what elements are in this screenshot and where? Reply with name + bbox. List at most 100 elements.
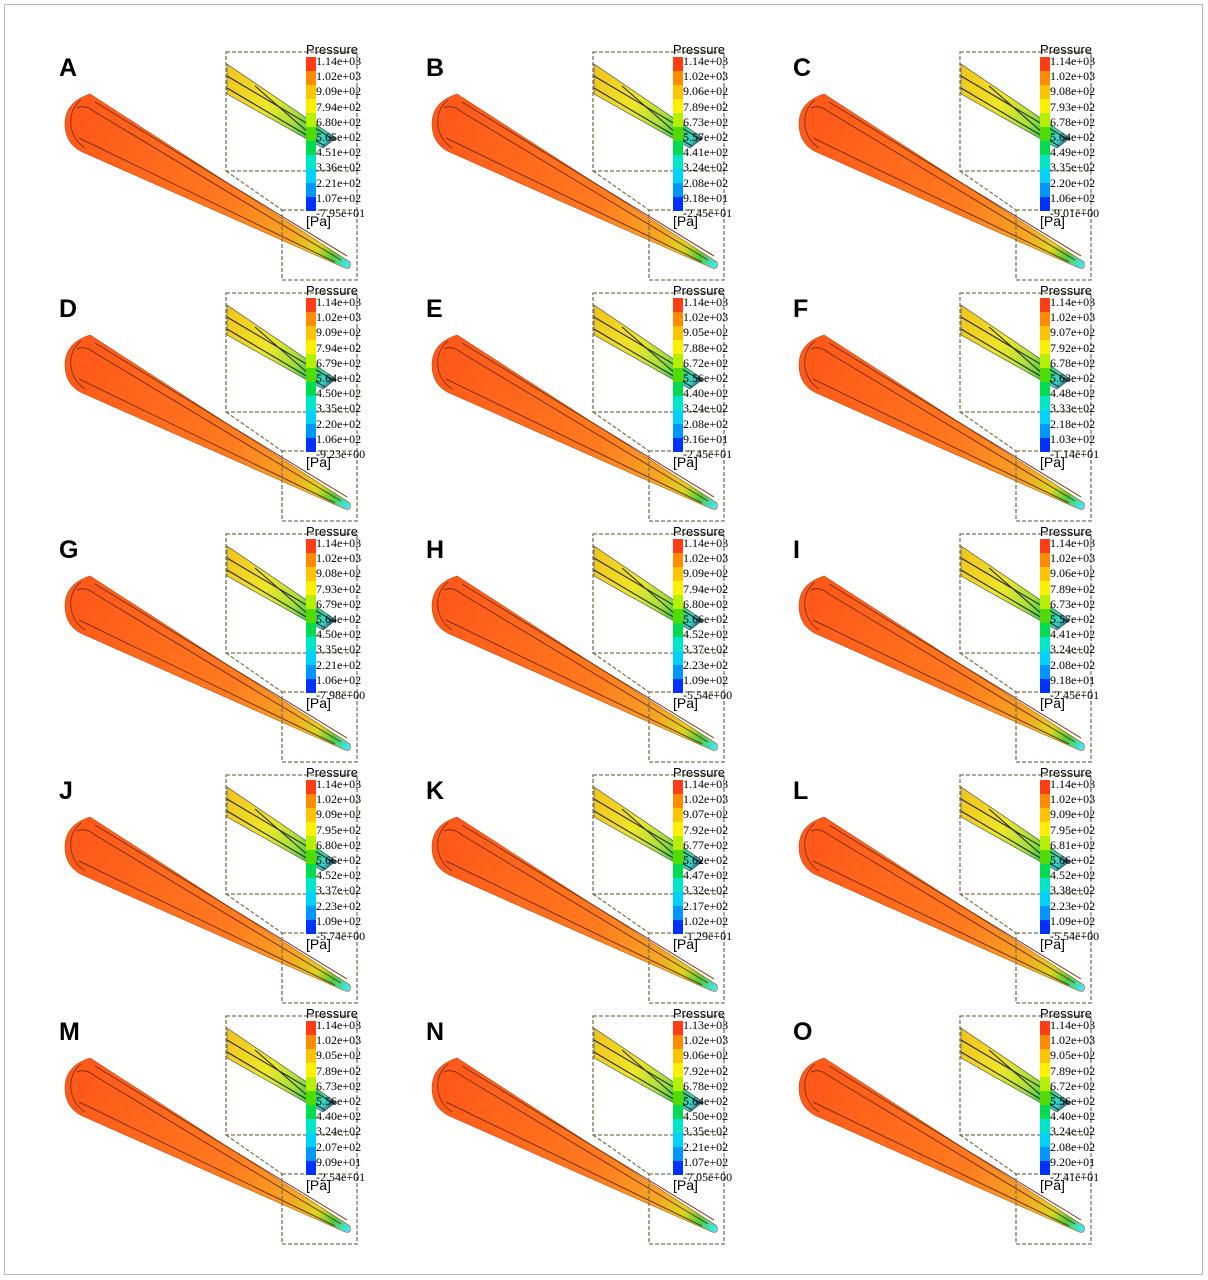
cone-body bbox=[64, 575, 351, 751]
legend-tick-label: 4.52e+02 bbox=[316, 868, 362, 883]
legend-swatch bbox=[306, 920, 316, 934]
legend-tick-label: 1.03e+02 bbox=[1050, 431, 1096, 446]
legend-tick-label: 7.94e+02 bbox=[683, 581, 729, 596]
legend-color-bar bbox=[673, 298, 683, 452]
legend-title: Pressure bbox=[1040, 283, 1093, 298]
legend-tick-label: 5.64e+02 bbox=[316, 370, 362, 385]
legend-tick-label: 2.08e+02 bbox=[683, 416, 729, 431]
zoom-inset-frame bbox=[959, 292, 1092, 413]
tube-line-2 bbox=[812, 619, 1070, 745]
legend-tick-labels: 1.14e+03 1.02e+03 9.05e+02 7.89e+02 6.73e+02… bbox=[316, 1018, 365, 1185]
legend-tick-label: 7.95e+02 bbox=[316, 822, 362, 837]
tube-line-1 bbox=[443, 829, 709, 984]
pressure-legend: Pressure 1.14e+03 1.02e+03 9.09e+02 7.94e+02… bbox=[306, 283, 386, 483]
legend-tick-label: -5.54e+00 bbox=[683, 687, 733, 702]
zoom-inset-frame bbox=[592, 774, 725, 895]
cone-end-cap bbox=[804, 340, 820, 390]
legend-title: Pressure bbox=[306, 765, 359, 780]
legend-swatch bbox=[1040, 906, 1050, 920]
legend-swatch bbox=[306, 581, 316, 595]
legend-swatch bbox=[306, 438, 316, 452]
legend-swatch bbox=[1040, 1049, 1050, 1063]
legend-color-bar bbox=[1040, 57, 1050, 211]
legend-tick-label: -7.05e+00 bbox=[683, 1169, 733, 1184]
zoom-inset-frame bbox=[592, 292, 725, 413]
legend-swatch bbox=[673, 169, 683, 183]
legend-tick-label: 4.52e+02 bbox=[683, 627, 729, 642]
panel-letter: L bbox=[793, 777, 809, 805]
legend-tick-labels: 1.14e+03 1.02e+03 9.09e+02 7.95e+02 6.81e+02… bbox=[1050, 777, 1099, 944]
legend-unit: [Pa] bbox=[673, 213, 698, 229]
legend-title: Pressure bbox=[673, 1006, 726, 1021]
zoom-region-frame bbox=[648, 691, 725, 763]
legend-swatch bbox=[306, 595, 316, 609]
zoom-region-frame bbox=[648, 450, 725, 522]
legend-tick-label: 4.52e+02 bbox=[1050, 868, 1096, 883]
legend-tick-label: 7.94e+02 bbox=[316, 340, 362, 355]
legend-swatch bbox=[1040, 822, 1050, 836]
legend-swatch bbox=[1040, 1119, 1050, 1133]
legend-swatch bbox=[306, 623, 316, 637]
legend-tick-label: -7.98e+00 bbox=[316, 687, 366, 702]
panel-letter: I bbox=[793, 536, 800, 564]
zoom-inset-frame bbox=[592, 533, 725, 654]
legend-swatch bbox=[673, 410, 683, 424]
legend-tick-label: 7.93e+02 bbox=[316, 581, 362, 596]
legend-tick-label: 6.79e+02 bbox=[316, 596, 362, 611]
legend-swatch bbox=[306, 85, 316, 99]
legend-tick-label: -2.45e+01 bbox=[1050, 687, 1100, 702]
zoom-leader-line bbox=[959, 1134, 1017, 1175]
cone-body bbox=[64, 1057, 351, 1233]
zoom-inset-frame bbox=[225, 292, 358, 413]
legend-tick-label: 4.41e+02 bbox=[683, 145, 729, 160]
legend-tick-label: 1.14e+03 bbox=[683, 536, 729, 550]
legend-swatch bbox=[306, 794, 316, 808]
zoom-leader-line bbox=[959, 652, 1017, 693]
legend-tick-label: 6.80e+02 bbox=[683, 596, 729, 611]
zoom-inset-frame bbox=[959, 1015, 1092, 1136]
legend-swatch bbox=[673, 623, 683, 637]
tube-line-2 bbox=[445, 619, 703, 745]
legend-tick-label: 1.02e+03 bbox=[683, 69, 729, 84]
legend-title: Pressure bbox=[673, 524, 726, 539]
tube-line-1 bbox=[810, 829, 1076, 984]
zoom-region-frame bbox=[1015, 1173, 1092, 1245]
legend-swatch bbox=[673, 57, 683, 71]
legend-tick-label: 1.14e+03 bbox=[1050, 1018, 1096, 1032]
tube-line-1 bbox=[443, 588, 709, 743]
tube-line-1 bbox=[443, 106, 709, 261]
legend-swatch bbox=[1040, 368, 1050, 382]
legend-tick-label: 5.64e+02 bbox=[683, 1093, 729, 1108]
cone-end-cap bbox=[437, 1063, 453, 1113]
legend-swatch bbox=[673, 581, 683, 595]
legend-tick-label: 1.14e+03 bbox=[683, 54, 729, 68]
legend-tick-label: 1.13e+03 bbox=[683, 1018, 729, 1032]
legend-tick-label: -5.74e+00 bbox=[316, 928, 366, 943]
legend-tick-label: 2.23e+02 bbox=[683, 657, 729, 672]
legend-swatch bbox=[1040, 382, 1050, 396]
legend-swatch bbox=[1040, 71, 1050, 85]
legend-swatch bbox=[1040, 410, 1050, 424]
legend-title: Pressure bbox=[1040, 42, 1093, 57]
legend-tick-labels: 1.14e+03 1.02e+03 9.09e+02 7.94e+02 6.79e+02… bbox=[316, 295, 365, 462]
pressure-legend: Pressure 1.14e+03 1.02e+03 9.09e+02 7.94e+02… bbox=[673, 524, 753, 724]
zoom-inset-frame bbox=[592, 51, 725, 172]
legend-tick-label: -2.45e+01 bbox=[683, 205, 733, 220]
legend-tick-label: 1.14e+03 bbox=[316, 777, 362, 791]
legend-tick-label: 6.78e+02 bbox=[1050, 355, 1096, 370]
cone-body bbox=[798, 816, 1085, 992]
cone-end-cap bbox=[804, 581, 820, 631]
pressure-legend: Pressure 1.14e+03 1.02e+03 9.08e+02 7.93e+02… bbox=[306, 524, 386, 724]
legend-tick-label: 1.09e+02 bbox=[683, 672, 729, 687]
legend-tick-label: 5.66e+02 bbox=[1050, 852, 1096, 867]
legend-tick-label: 3.32e+02 bbox=[683, 883, 729, 898]
legend-swatch bbox=[1040, 679, 1050, 693]
legend-swatch bbox=[306, 850, 316, 864]
legend-tick-label: 1.02e+03 bbox=[683, 551, 729, 566]
legend-swatch bbox=[673, 382, 683, 396]
panel-m: M Pressure 1.14e+03 1.02e+03 9.05e+02 7.89e+0… bbox=[5, 1006, 373, 1246]
zoom-inset-frame bbox=[225, 533, 358, 654]
legend-unit: [Pa] bbox=[673, 695, 698, 711]
zoom-region-frame bbox=[281, 209, 358, 281]
legend-tick-label: 3.35e+02 bbox=[1050, 160, 1096, 175]
